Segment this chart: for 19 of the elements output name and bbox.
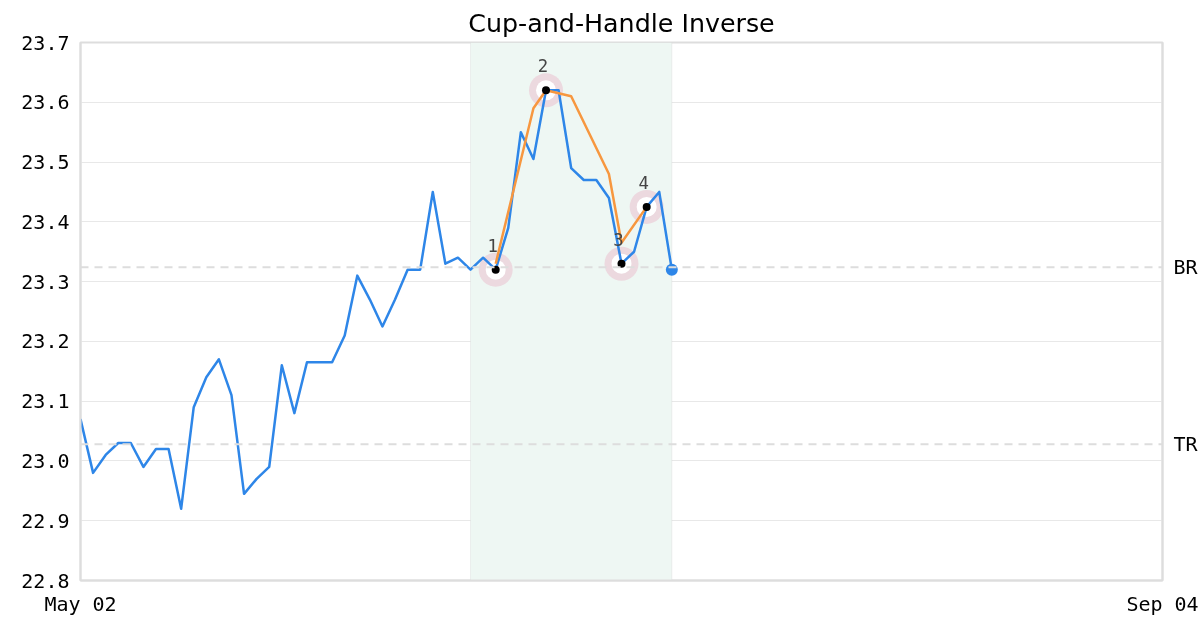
y-tick-label: 22.9 bbox=[21, 508, 70, 533]
annotation: 4 bbox=[638, 172, 649, 193]
y-tick-label: 23.1 bbox=[21, 389, 70, 414]
y-tick-label: 22.8 bbox=[21, 568, 70, 593]
ref-line-label: BR bbox=[1173, 255, 1199, 280]
y-tick-label: 23.5 bbox=[21, 150, 70, 175]
y-tick-label: 23.4 bbox=[21, 209, 70, 234]
annotation: 2 bbox=[537, 56, 549, 77]
chart-title: Cup-and-Handle Inverse bbox=[468, 7, 775, 38]
annotation: 3 bbox=[613, 229, 624, 250]
y-tick-label: 23.0 bbox=[21, 448, 70, 473]
annotation: 1 bbox=[487, 235, 498, 256]
y-tick-label: 23.2 bbox=[21, 329, 70, 354]
y-tick-label: 23.6 bbox=[21, 90, 70, 115]
y-tick-label: 23.3 bbox=[21, 269, 70, 294]
x-tick-label: Sep 04 bbox=[1126, 591, 1199, 616]
ref-line-label: TR bbox=[1173, 432, 1199, 457]
x-tick-label: May 02 bbox=[44, 591, 117, 616]
y-tick-label: 23.7 bbox=[21, 30, 70, 55]
